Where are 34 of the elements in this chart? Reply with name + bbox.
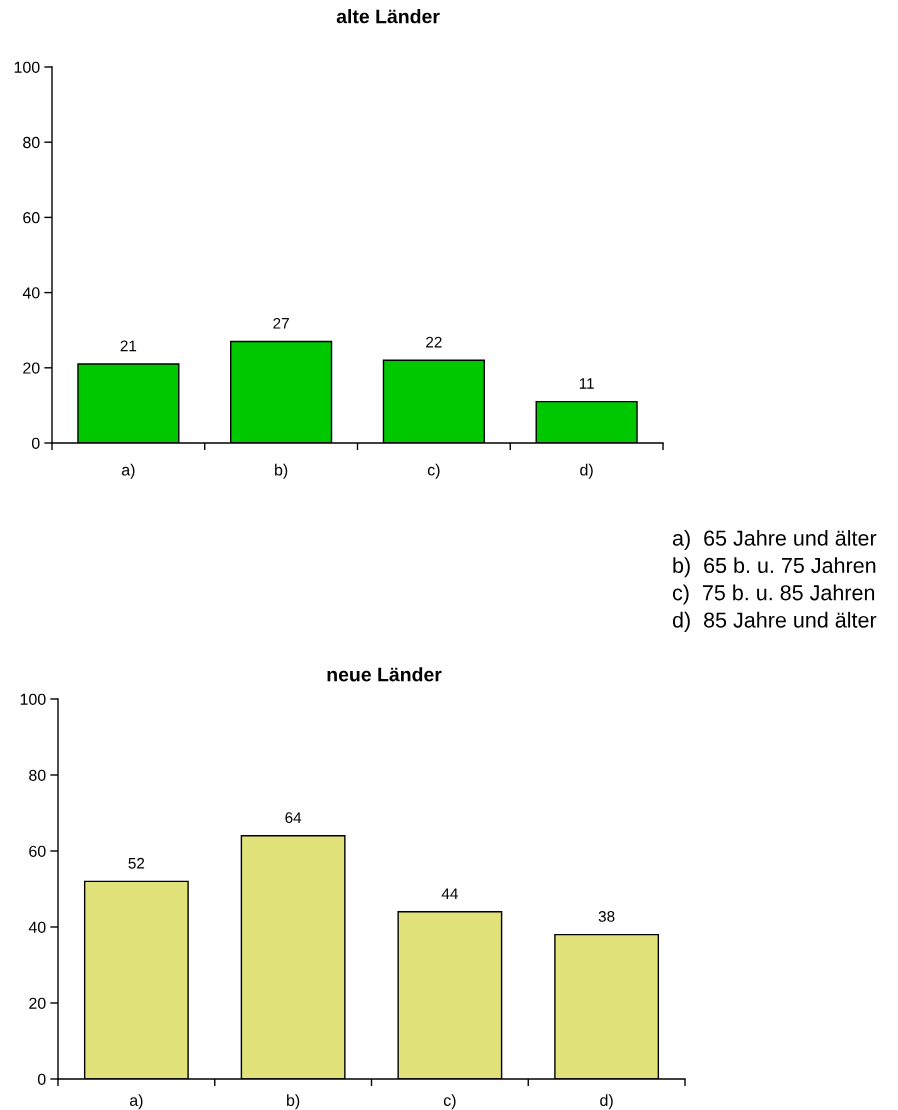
- x-tick-label: c): [443, 1094, 456, 1110]
- y-tick-label: 0: [37, 1073, 46, 1085]
- data-label: 52: [128, 857, 145, 869]
- y-tick-label: 100: [14, 61, 40, 73]
- data-label: 44: [441, 888, 458, 899]
- data-label: 21: [120, 340, 137, 352]
- y-tick-label: 60: [23, 212, 40, 224]
- text: c) 75 b. u. 85 Jahren: [672, 584, 875, 605]
- x-tick-label: a): [121, 463, 135, 479]
- y-tick-label: 20: [29, 997, 46, 1009]
- data-label: 27: [273, 317, 289, 329]
- x-tick-label: d): [600, 1094, 613, 1110]
- x-tick-label: b): [275, 463, 288, 479]
- x-tick-label: d): [580, 463, 593, 479]
- x-tick-label: a): [129, 1094, 143, 1110]
- y-tick-label: 40: [28, 921, 46, 933]
- data-label: 64: [285, 812, 302, 824]
- text: d) 85 Jahre und älter: [672, 611, 877, 632]
- chart-title: neue Länder: [327, 667, 442, 682]
- y-tick-label: 80: [23, 136, 40, 149]
- data-label: 22: [426, 336, 442, 348]
- y-tick-label: 60: [29, 845, 46, 857]
- data-label: 11: [579, 378, 594, 389]
- y-tick-label: 0: [31, 437, 40, 449]
- text: a) 65 Jahre und älter: [672, 529, 877, 551]
- chart-title: alte Länder: [336, 9, 440, 24]
- y-tick-label: 40: [22, 287, 40, 299]
- y-tick-label: 100: [20, 693, 46, 705]
- x-tick-label: b): [287, 1094, 300, 1110]
- x-tick-label: c): [427, 463, 440, 479]
- text: b) 65 b. u. 75 Jahren: [673, 557, 876, 578]
- y-tick-label: 20: [23, 362, 40, 374]
- y-tick-label: 80: [29, 769, 46, 781]
- data-label: 38: [598, 911, 615, 922]
